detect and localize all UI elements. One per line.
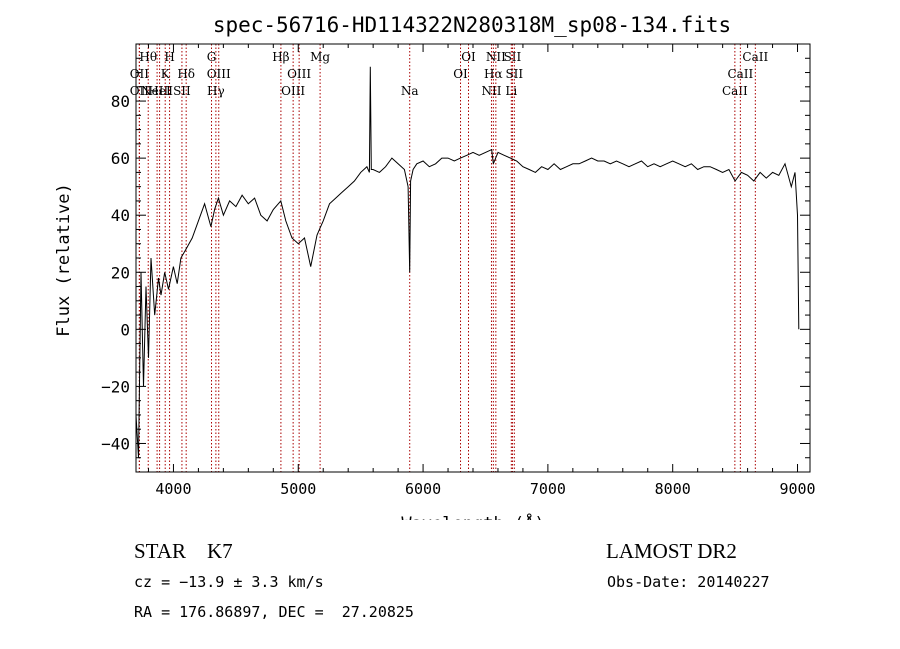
x-tick-label: 9000 <box>779 480 815 498</box>
spectrum-chart: spec-56716-HD114322N280318M_sp08-134.fit… <box>54 13 816 520</box>
line-marker-label: Hβ <box>272 50 289 64</box>
y-tick-label: 20 <box>111 263 130 282</box>
y-axis: −40 −20 0 20 40 60 80 <box>101 57 810 473</box>
object-class: STAR K7 <box>134 539 233 563</box>
x-tick-label: 8000 <box>655 480 691 498</box>
y-tick-label: 40 <box>111 206 130 225</box>
spectrum-line <box>135 66 800 458</box>
line-marker-label: Hα <box>484 67 503 81</box>
survey-name: LAMOST DR2 <box>606 539 737 563</box>
line-marker-label: SII <box>173 84 191 98</box>
line-marker-label: Na <box>401 84 419 98</box>
line-marker-label: SII <box>504 50 522 64</box>
coordinates: RA = 176.86897, DEC = 27.20825 <box>134 603 414 621</box>
y-tick-label: 60 <box>111 149 130 168</box>
line-marker-label: Mg <box>310 50 330 64</box>
y-tick-label: 0 <box>120 320 130 339</box>
y-tick-label: −40 <box>101 434 130 453</box>
spectral-line-markers: HθOIIOIINeIIIHeIKHSIIHδGHγOIIIHβOIIIOIII… <box>130 44 768 472</box>
line-marker-label: OIII <box>281 84 305 98</box>
line-marker-label: OIII <box>207 67 231 81</box>
x-axis-label: Wavelength (Å) <box>401 512 544 520</box>
x-axis: 4000 5000 6000 7000 8000 9000 <box>147 44 816 498</box>
line-marker-label: Li <box>505 84 517 98</box>
x-tick-label: 5000 <box>280 480 316 498</box>
line-marker-label: OII <box>130 67 150 81</box>
line-marker-label: Hγ <box>207 84 225 98</box>
y-axis-label: Flux (relative) <box>54 183 74 337</box>
line-marker-label: Hδ <box>177 67 195 81</box>
x-tick-label: 4000 <box>155 480 191 498</box>
line-marker-label: CaII <box>722 84 748 98</box>
y-tick-label: 80 <box>111 92 130 111</box>
line-marker-label: Hθ <box>139 50 157 64</box>
plot-frame <box>135 43 811 473</box>
line-marker-label: H <box>164 50 174 64</box>
line-marker-label: CaII <box>742 50 768 64</box>
line-marker-label: HeI <box>148 84 171 98</box>
line-marker-label: OI <box>453 67 468 81</box>
line-marker-label: OI <box>461 50 476 64</box>
line-marker-label: OIII <box>287 67 311 81</box>
chart-title: spec-56716-HD114322N280318M_sp08-134.fit… <box>213 13 731 37</box>
y-tick-label: −20 <box>101 377 130 396</box>
line-marker-label: OII <box>130 84 150 98</box>
x-tick-label: 7000 <box>530 480 566 498</box>
line-marker-label: NII <box>481 84 501 98</box>
line-marker-label: SII <box>505 67 523 81</box>
redshift-info: cz = −13.9 ± 3.3 km/s <box>134 573 324 591</box>
x-tick-label: 6000 <box>405 480 441 498</box>
line-marker-label: CaII <box>727 67 753 81</box>
line-marker-label: K <box>161 67 171 81</box>
observation-date: Obs-Date: 20140227 <box>607 573 770 591</box>
line-marker-label: G <box>207 50 217 64</box>
line-marker-label: NII <box>486 50 506 64</box>
